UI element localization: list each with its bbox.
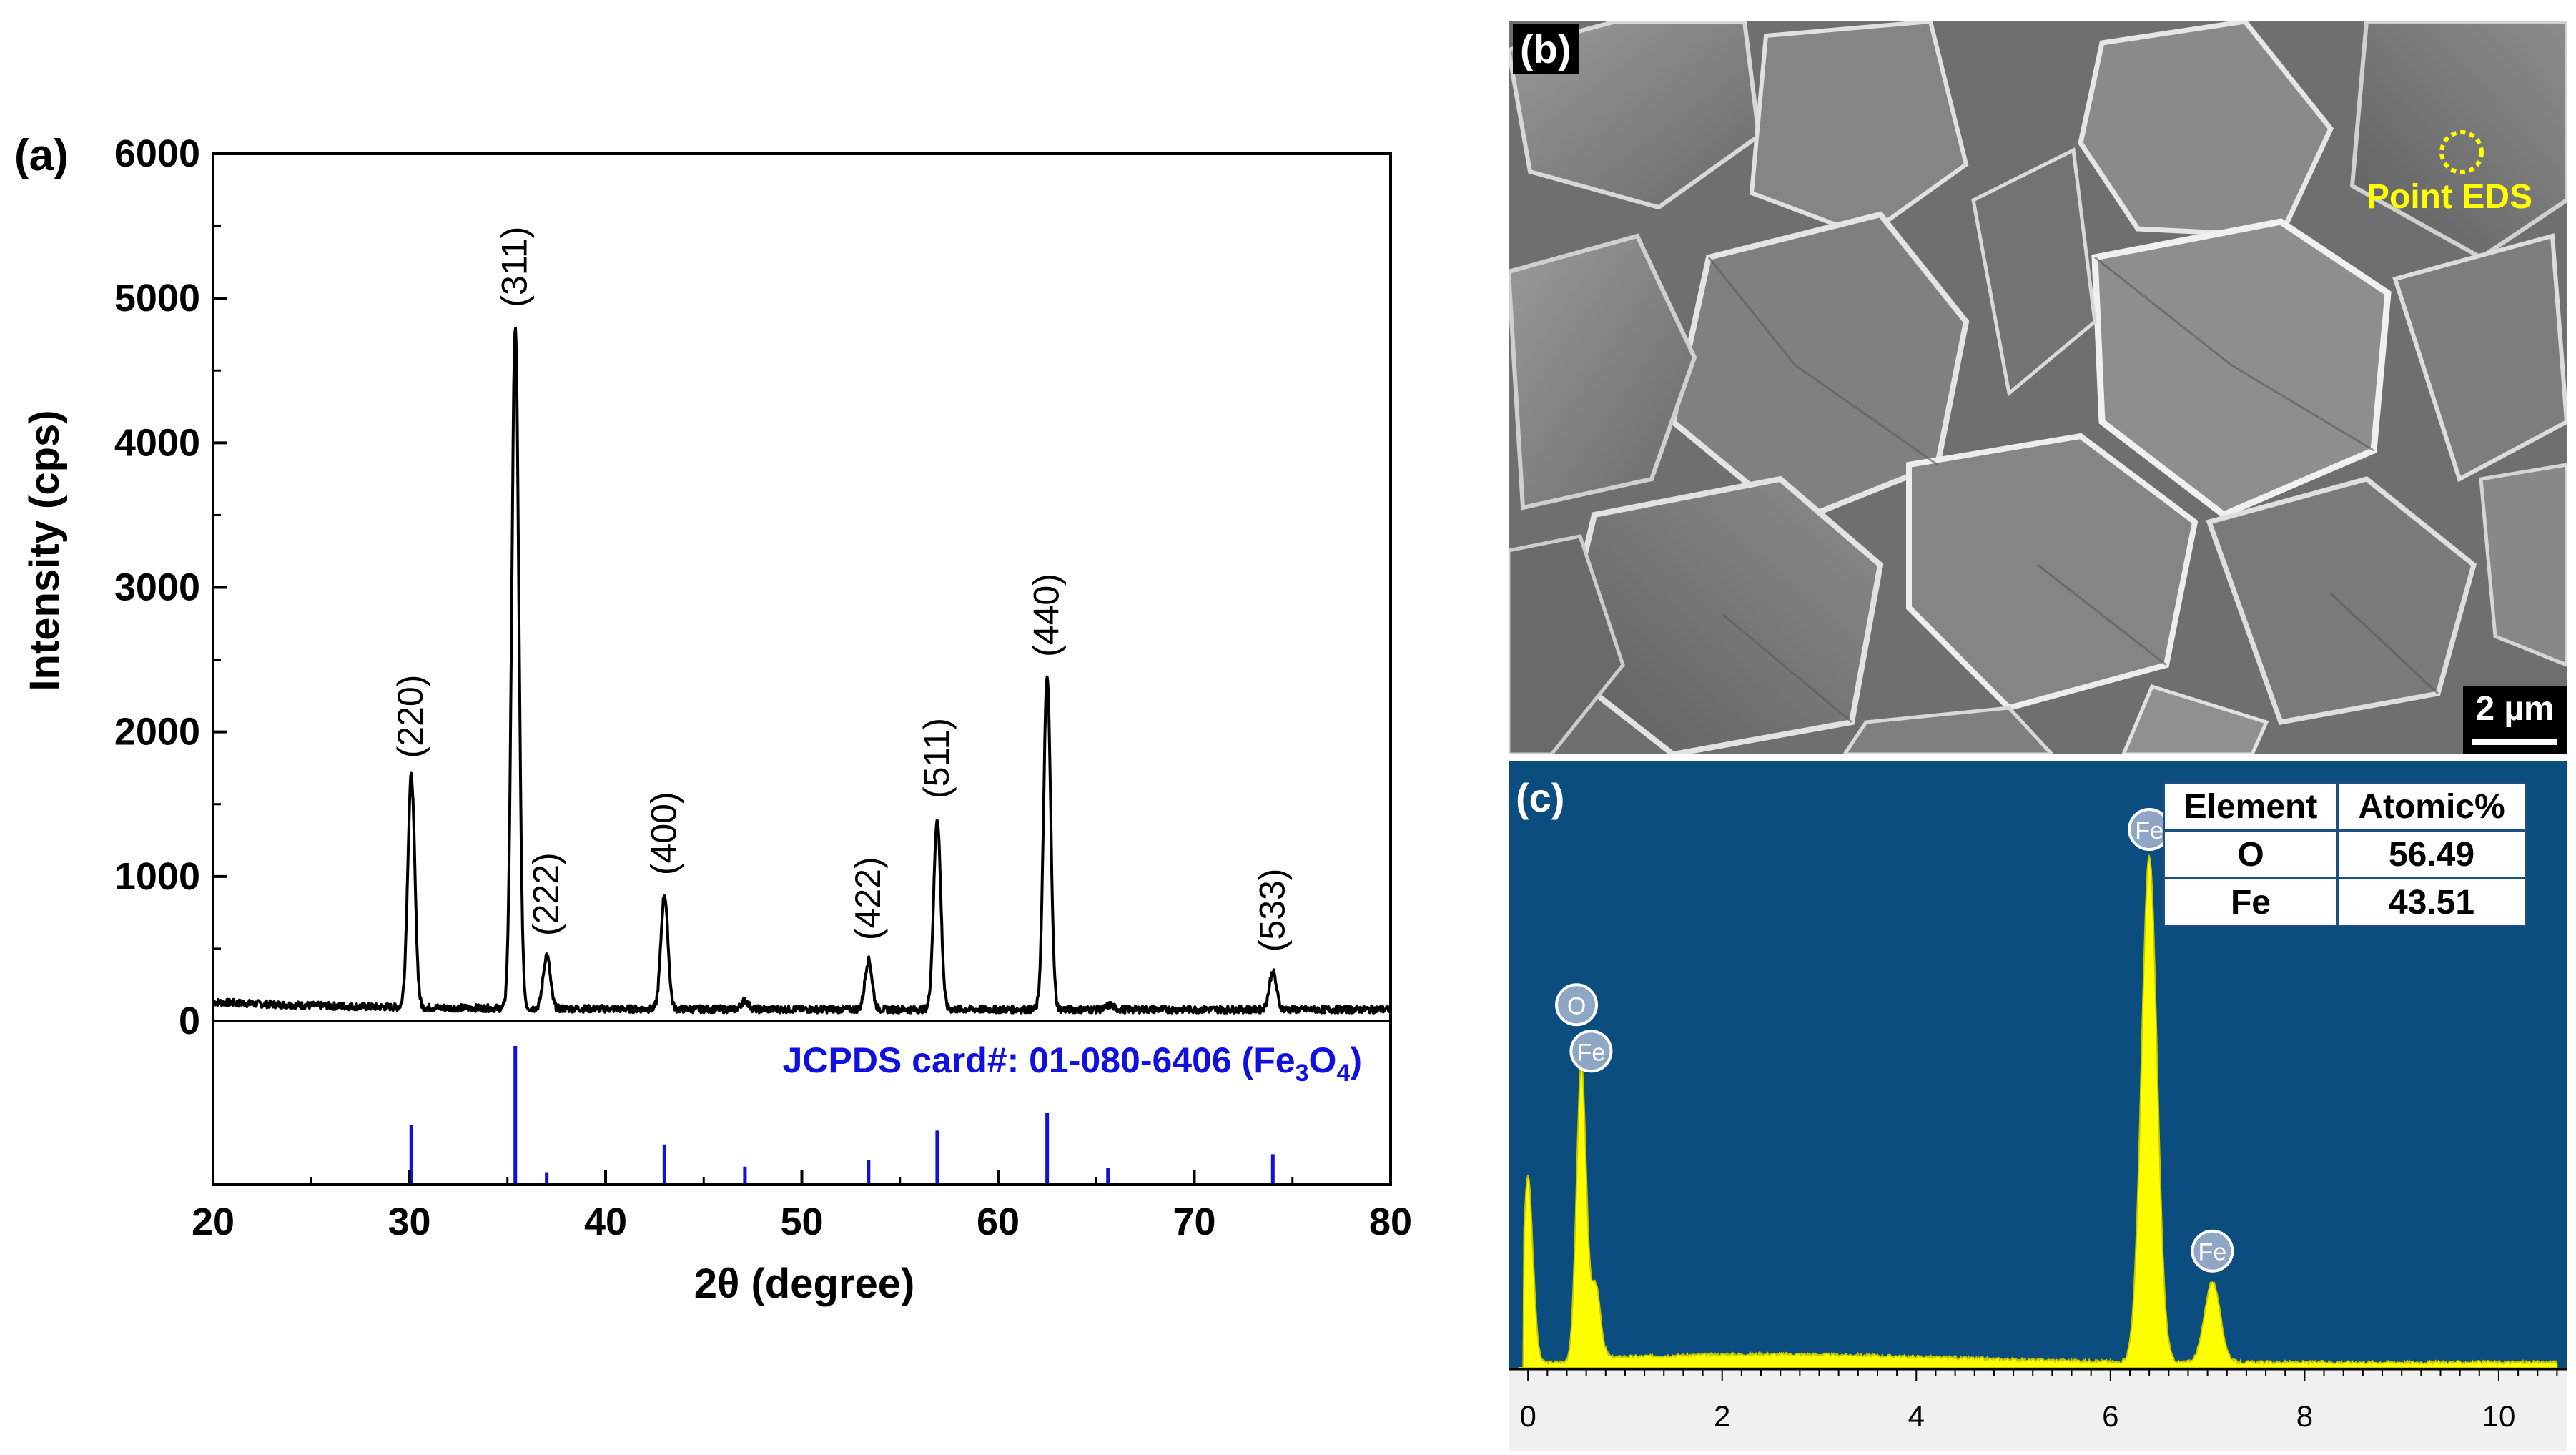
xrd-y-axis-label: Intensity (cps) [21,410,68,691]
table-row: O 56.49 [2163,829,2527,879]
y-tick-label: 0 [179,1000,200,1042]
xrd-reference-label: JCPDS card#: 01-080-6406 (Fe3O4) [783,1040,1362,1087]
eds-x-tick-label: 10 [2482,1399,2516,1433]
xrd-panel: (a) 20 30 40 50 60 70 80 0 1000 2000 3000 4000 5000 6… [14,131,1412,1307]
table-cell: Fe [2163,877,2339,927]
element-marker-label: Fe [2135,817,2163,844]
xrd-panel-label: (a) [14,131,69,180]
peak-label: (533) [1252,869,1292,952]
point-eds-label: Point EDS [2367,178,2533,216]
table-header-row: Element Atomic% [2163,781,2527,832]
peak-label: (220) [390,675,430,759]
table-header-cell: Element [2163,781,2339,832]
peak-label: (400) [643,791,684,875]
element-marker-label: Fe [1577,1039,1606,1066]
peak-label: (440) [1027,573,1067,657]
peak-label: (422) [848,857,888,940]
x-tick-label: 50 [780,1200,823,1243]
eds-x-tick-label: 2 [1714,1399,1730,1433]
peak-label: (311) [495,227,535,307]
element-marker: Fe [2191,1229,2234,1273]
y-tick-label: 4000 [114,421,200,464]
y-tick-label: 6000 [114,132,200,175]
x-tick-label: 60 [977,1200,1020,1243]
scale-bar: 2 µm [2463,686,2567,754]
table-header-cell: Atomic% [2336,781,2527,832]
eds-spectrum [1518,853,2558,1368]
y-tick-label: 3000 [114,566,200,609]
peak-label: (511) [917,718,957,799]
element-marker-label: Fe [2199,1239,2227,1266]
table-row: Fe 43.51 [2163,877,2527,927]
eds-x-tick-label: 4 [1908,1399,1925,1433]
element-marker: Fe [2128,808,2171,851]
eds-x-tick-label: 8 [2296,1399,2313,1433]
xrd-x-axis-label: 2θ (degree) [694,1261,915,1307]
table-cell: O [2163,829,2339,879]
eds-panel: O Fe Fe Fe 0 2 4 6 8 10 (c) Element Atomic% O 56… [1509,761,2567,1451]
x-tick-label: 70 [1173,1200,1215,1243]
sem-micrograph [1509,21,2567,754]
scale-bar-label: 2 µm [2475,690,2555,728]
eds-x-tick-label: 0 [1519,1399,1536,1433]
element-marker-label: O [1567,992,1586,1020]
table-cell: 56.49 [2336,829,2527,879]
x-tick-label: 30 [388,1200,430,1243]
y-tick-label: 1000 [114,855,200,898]
xrd-chart: (a) 20 30 40 50 60 70 80 0 1000 2000 3000 4000 5000 6… [14,131,1412,1307]
sem-image: (b) Point EDS 2 µm [1509,21,2567,754]
eds-x-tick-label: 6 [2102,1399,2118,1433]
eds-point-marker [2439,130,2484,174]
xrd-plot-frame [212,152,1392,1186]
y-tick-label: 2000 [114,711,200,754]
xrd-pattern-line [213,327,1392,1015]
peak-label: (222) [526,852,566,936]
element-marker: Fe [1569,1030,1613,1073]
element-marker: O [1555,983,1599,1027]
x-tick-label: 40 [584,1200,627,1243]
sem-panel-label: (b) [1513,24,1579,74]
x-tick-label: 20 [192,1200,235,1243]
eds-panel-label: (c) [1516,775,1564,820]
table-cell: 43.51 [2336,877,2527,927]
scale-bar-line [2472,739,2557,745]
x-tick-label: 80 [1369,1200,1412,1243]
y-tick-label: 5000 [114,277,200,320]
eds-composition-table: Element Atomic% O 56.49 Fe 43.51 [2163,781,2527,927]
